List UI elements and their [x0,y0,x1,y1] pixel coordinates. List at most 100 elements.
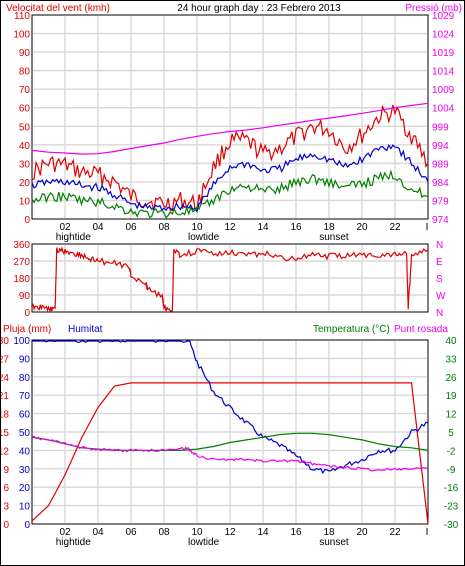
humidity-tick-label: 10 [19,502,31,513]
compass-letter: E [436,257,443,268]
rain-tick-label: 6 [3,483,9,494]
hour-label: 12 [224,527,236,538]
pressure-tick-label: 1009 [432,85,455,96]
event-label: sunset [319,232,349,243]
wind-tick-label: 0 [24,215,30,226]
wind-axis-title: Velocitat del vent (kmh) [6,3,110,14]
rain-tick-label: 3 [3,502,9,513]
hour-label: 16 [290,222,302,233]
wind-average-line [31,143,429,214]
wind-tick-label: 90 [19,48,31,59]
event-label: hightide [56,537,91,548]
temperature-tick-label: -16 [444,483,459,494]
pressure-line [31,102,429,155]
hour-label: 18 [323,222,335,233]
temperature-tick-label: -2 [447,446,456,457]
pressure-tick-label: 979 [432,196,449,207]
event-label: sunset [319,537,349,548]
hour-label: 06 [125,527,137,538]
hour-label: 12 [224,222,236,233]
pressure-tick-label: 1004 [432,104,455,115]
hour-label: 10 [191,527,203,538]
hour-label: I [426,222,429,233]
hour-label: 20 [356,222,368,233]
hour-label: I [426,527,429,538]
temperature-axis-title: Temperatura (°C) [313,324,390,335]
pressure-axis-title: Pressió (mb) [405,3,462,14]
humidity-tick-label: 0 [24,520,30,531]
humidity-tick-label: 90 [19,354,31,365]
direction-tick-label: 270 [13,257,30,268]
wind-tick-label: 60 [19,104,31,115]
rain-tick-label: 21 [1,391,9,402]
wind-tick-label: 80 [19,67,31,78]
wind-direction-line [31,246,429,313]
wind-tick-label: 10 [19,196,31,207]
temperature-tick-label: 19 [445,391,457,402]
compass-letter: W [436,291,446,302]
rain-line [31,382,429,525]
pressure-tick-label: 994 [432,141,449,152]
rain-tick-label: 27 [1,354,9,365]
hour-label: 04 [92,222,104,233]
rain-tick-label: 9 [3,465,9,476]
pressure-tick-label: 1014 [432,67,455,78]
pressure-tick-label: 974 [432,215,449,226]
pressure-tick-label: 984 [432,178,449,189]
humidity-tick-label: 40 [19,446,31,457]
chart-title: 24 hour graph day : 23 Febrero 2013 [177,3,341,14]
direction-tick-label: 90 [19,291,31,302]
humidity-tick-label: 100 [13,336,30,347]
pressure-tick-label: 1019 [432,48,455,59]
rain-tick-label: 18 [1,410,9,421]
humidity-line [32,340,429,475]
event-label: hightide [56,232,91,243]
temperature-tick-label: 40 [445,336,457,347]
temperature-tick-label: 33 [445,354,457,365]
humidity-tick-label: 80 [19,373,31,384]
hour-label: 08 [158,527,170,538]
humidity-axis-title: Humitat [68,324,103,335]
hour-label: 10 [191,222,203,233]
wind-tick-label: 20 [19,178,31,189]
hour-label: 16 [290,527,302,538]
hour-label: 08 [158,222,170,233]
wind-low-line [31,169,429,219]
hour-label: 06 [125,222,137,233]
hour-label: 22 [389,527,401,538]
temperature-tick-label: -30 [444,520,459,531]
hour-label: 04 [92,527,104,538]
compass-letter: N [436,240,443,251]
dewpoint-axis-title: Punt rosada [394,324,448,335]
temperature-tick-label: 26 [445,373,457,384]
hour-label: 22 [389,222,401,233]
hour-label: 14 [257,222,269,233]
rain-axis-title: Pluja (mm) [3,324,51,335]
hour-label: 02 [59,222,71,233]
temperature-tick-label: -9 [447,465,456,476]
pressure-tick-label: 1029 [432,11,455,22]
rain-tick-label: 24 [1,373,9,384]
humidity-tick-label: 30 [19,465,31,476]
wind-tick-label: 50 [19,122,31,133]
compass-letter: S [436,274,443,285]
humidity-tick-label: 20 [19,483,31,494]
pressure-tick-label: 989 [432,159,449,170]
hour-label: 02 [59,527,71,538]
rain-tick-label: 30 [1,336,9,347]
direction-tick-label: 0 [24,308,30,319]
dewpoint-line [31,435,429,472]
hour-label: 18 [323,527,335,538]
temperature-tick-label: 5 [448,428,454,439]
pressure-tick-label: 1024 [432,30,455,41]
temperature-tick-label: -23 [444,502,459,513]
wind-tick-label: 30 [19,159,31,170]
compass-letter: N [436,308,443,319]
humidity-tick-label: 50 [19,428,31,439]
wind-tick-label: 110 [14,11,30,22]
hour-label: 14 [257,527,269,538]
rain-tick-label: 0 [3,520,9,531]
event-label: lowtide [188,537,220,548]
